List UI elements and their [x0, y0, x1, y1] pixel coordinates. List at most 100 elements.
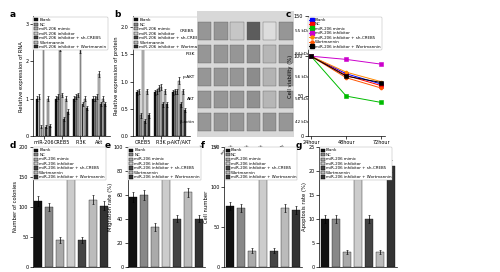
Bar	[148, 115, 150, 136]
Bar	[151, 227, 159, 267]
Bar	[78, 240, 86, 267]
Y-axis label: Number of colonies: Number of colonies	[12, 181, 18, 232]
Bar	[236, 208, 244, 267]
Text: miR-206
inhibitor +
sh-CREB5: miR-206 inhibitor + sh-CREB5	[246, 144, 270, 165]
Bar	[180, 104, 182, 136]
Bar	[230, 68, 244, 85]
Bar	[100, 206, 108, 267]
Bar	[142, 41, 144, 136]
Y-axis label: Cell viability (%): Cell viability (%)	[288, 54, 292, 98]
Bar	[98, 74, 100, 136]
Bar	[263, 91, 276, 108]
Text: PI3K: PI3K	[185, 52, 194, 56]
Bar	[279, 113, 292, 131]
Bar	[246, 45, 260, 63]
Bar	[80, 48, 82, 136]
Bar	[129, 197, 137, 267]
Bar	[158, 88, 160, 136]
Bar	[332, 219, 340, 267]
Bar	[281, 208, 289, 267]
Bar	[226, 206, 234, 267]
Bar	[140, 115, 142, 136]
Bar	[76, 97, 77, 136]
Bar	[36, 99, 38, 136]
Y-axis label: Relative expression of protein: Relative expression of protein	[114, 37, 119, 116]
Legend: Blank, NC, miR-206 mimic, miR-206 inhibitor, miR-206 inhibitor + sh-CREB5, Wortm: Blank, NC, miR-206 mimic, miR-206 inhibi…	[33, 17, 108, 50]
Bar	[68, 170, 75, 267]
Bar	[42, 39, 44, 136]
Bar	[63, 119, 65, 136]
Bar	[184, 192, 192, 267]
Legend: Blank, NC, miR-206 mimic, miR-206 inhibitor, miR-206 inhibitor + sh-CREB5, Wortm: Blank, NC, miR-206 mimic, miR-206 inhibi…	[133, 17, 208, 50]
Text: NC: NC	[214, 144, 221, 150]
Bar	[184, 110, 186, 136]
Y-axis label: Migration rate (%): Migration rate (%)	[108, 183, 112, 231]
Bar	[263, 68, 276, 85]
Bar	[198, 68, 211, 85]
Bar	[68, 112, 69, 136]
Text: AKT: AKT	[186, 97, 194, 101]
Bar	[174, 91, 176, 136]
Bar	[214, 68, 228, 85]
Bar	[78, 95, 80, 136]
Text: CREB5: CREB5	[180, 29, 194, 33]
Bar	[342, 252, 350, 267]
Bar	[263, 45, 276, 63]
Bar	[94, 99, 96, 136]
Text: 42 kDa: 42 kDa	[295, 120, 310, 124]
Bar	[198, 113, 211, 131]
Bar	[214, 22, 228, 40]
Legend: Blank, NC, miR-206 mimic, miR-206 inhibitor, miR-206 inhibitor + sh-CREB5, Wortm: Blank, NC, miR-206 mimic, miR-206 inhibi…	[308, 17, 382, 50]
Bar	[100, 104, 102, 136]
Bar	[198, 91, 211, 108]
Bar	[214, 91, 228, 108]
Bar	[49, 126, 50, 136]
Bar	[146, 91, 148, 136]
Text: c: c	[286, 10, 291, 19]
Bar	[292, 210, 300, 267]
Bar	[387, 166, 395, 267]
Bar	[230, 22, 244, 40]
Bar	[198, 22, 211, 40]
Text: p-AKT: p-AKT	[182, 75, 194, 79]
Bar	[230, 91, 244, 108]
Text: a: a	[9, 10, 16, 19]
Bar	[230, 45, 244, 63]
Bar	[279, 68, 292, 85]
Text: 56 kDa: 56 kDa	[295, 75, 310, 79]
Text: 84 kDa: 84 kDa	[295, 52, 310, 56]
Text: f: f	[201, 141, 205, 150]
Bar	[279, 45, 292, 63]
Text: RPM: RPM	[278, 144, 286, 151]
Bar	[354, 166, 362, 267]
Text: 55 kDa: 55 kDa	[295, 29, 310, 33]
Legend: Blank, NC, miR-206 mimic, miR-206 inhibitor, miR-206 inhibitor + sh-CREB5, Wortm: Blank, NC, miR-206 mimic, miR-206 inhibi…	[224, 147, 298, 180]
Y-axis label: Cell number: Cell number	[204, 190, 209, 223]
Bar	[214, 45, 228, 63]
Y-axis label: Relative expression of RNA: Relative expression of RNA	[19, 41, 24, 112]
Bar	[57, 97, 59, 136]
Bar	[86, 108, 88, 136]
Bar	[172, 92, 174, 136]
Legend: Blank, NC, miR-206 mimic, miR-206 inhibitor, miR-206 inhibitor + sh-CREB5, Wortm: Blank, NC, miR-206 mimic, miR-206 inhibi…	[320, 147, 392, 180]
Bar	[214, 113, 228, 131]
Bar	[230, 113, 244, 131]
Bar	[56, 240, 64, 267]
Bar	[259, 169, 266, 267]
Bar	[34, 201, 42, 267]
Bar	[279, 22, 292, 40]
Bar	[246, 68, 260, 85]
Bar	[44, 127, 46, 136]
Bar	[164, 91, 166, 136]
Bar	[162, 104, 164, 136]
Text: Blank: Blank	[194, 144, 204, 153]
Bar	[102, 99, 104, 136]
Bar	[246, 91, 260, 108]
Bar	[162, 173, 170, 267]
Bar	[376, 252, 384, 267]
Text: 56 kDa: 56 kDa	[295, 97, 310, 101]
Bar	[176, 91, 178, 136]
Bar	[136, 92, 138, 136]
Bar	[61, 95, 63, 136]
Bar	[174, 219, 182, 267]
